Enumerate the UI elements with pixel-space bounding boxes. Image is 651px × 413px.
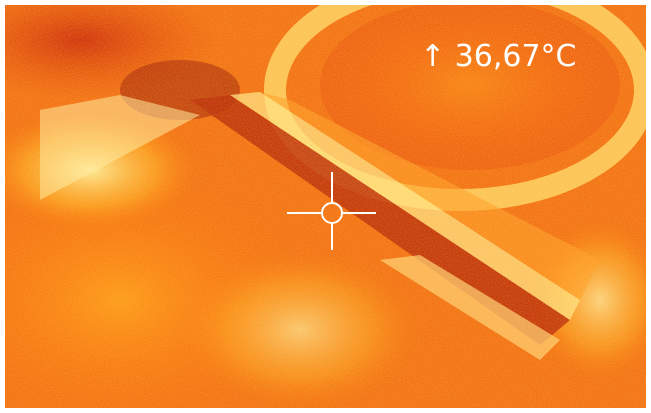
temperature-readout: ↑ 36,67°C [420,39,577,74]
crosshair [287,172,376,250]
